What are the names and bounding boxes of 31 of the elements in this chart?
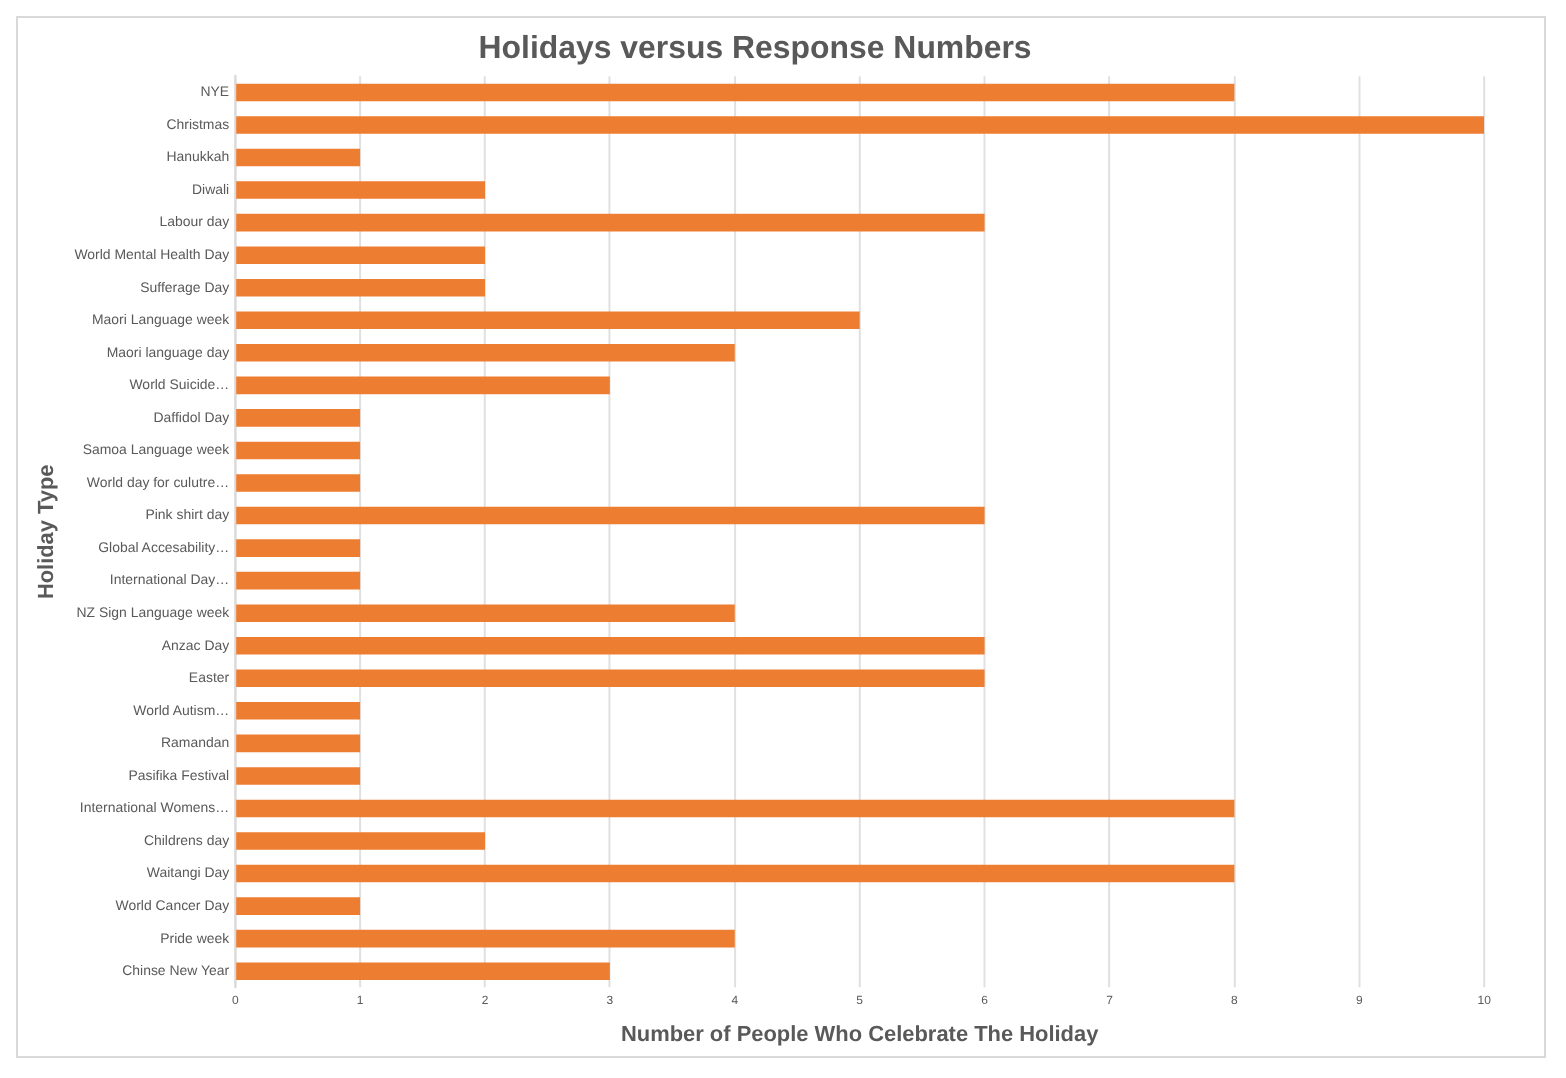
bar: [236, 181, 485, 199]
bar: [236, 213, 985, 232]
bar: [236, 116, 1485, 134]
bar: [236, 83, 1235, 102]
bar: [236, 962, 610, 980]
bar: [236, 604, 735, 622]
bar: [236, 409, 361, 427]
bar: [236, 539, 361, 557]
x-axis-title: Number of People Who Celebrate The Holiday: [620, 1022, 1101, 1047]
bar: [236, 474, 361, 492]
bar: [236, 278, 485, 297]
bar: [236, 636, 985, 655]
bar: [236, 148, 361, 167]
bar: [236, 669, 985, 688]
bar: [236, 897, 361, 915]
bar: [236, 571, 361, 590]
bar: [236, 799, 1235, 818]
y-axis-title: Holiday Type: [35, 464, 60, 600]
bar: [236, 311, 860, 330]
bar: [236, 734, 361, 753]
bar: [236, 344, 735, 362]
bar: [236, 376, 610, 395]
bar: [236, 506, 985, 525]
bar: [236, 832, 485, 850]
bar: [236, 441, 361, 460]
bar: [236, 702, 361, 720]
chart-title: Holidays versus Response Numbers: [478, 31, 1032, 66]
bar: [236, 246, 485, 264]
bar: [236, 929, 735, 948]
bar: [236, 767, 361, 785]
bar: [236, 864, 1235, 883]
